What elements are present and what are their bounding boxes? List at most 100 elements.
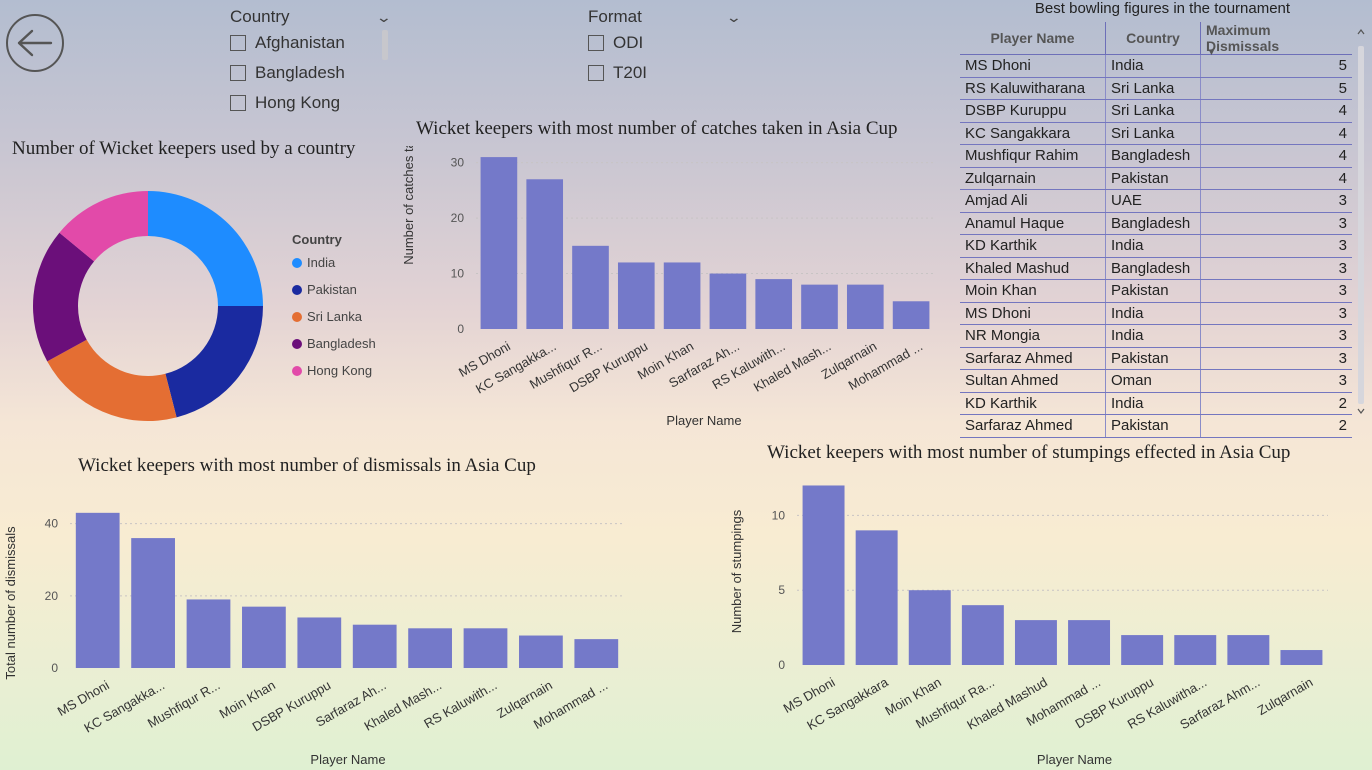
checkbox[interactable]: [588, 65, 604, 81]
player-cell: Zulqarnain: [960, 167, 1106, 190]
dismissals-cell: 3: [1200, 189, 1352, 213]
table-row[interactable]: MS Dhoni India 3: [960, 302, 1352, 325]
bar[interactable]: [846, 284, 884, 329]
legend-label: Bangladesh: [307, 336, 376, 351]
country-cell: Pakistan: [1105, 279, 1201, 303]
country-cell: Sri Lanka: [1105, 77, 1201, 100]
player-cell: KC Sangakkara: [960, 122, 1106, 145]
legend-dot: [292, 338, 302, 349]
x-axis-title: Player Name: [1037, 752, 1112, 767]
player-cell: NR Mongia: [960, 324, 1106, 348]
table-row[interactable]: NR Mongia India 3: [960, 324, 1352, 348]
column-header-label: Maximum Dismissals: [1206, 22, 1280, 54]
legend-item-bangladesh[interactable]: Bangladesh: [292, 330, 376, 357]
bar[interactable]: [1014, 620, 1057, 665]
bar[interactable]: [663, 262, 701, 329]
table-row[interactable]: Anamul Haque Bangladesh 3: [960, 212, 1352, 235]
checkbox[interactable]: [230, 95, 246, 111]
format-option-odi[interactable]: ODI: [588, 28, 740, 58]
legend-dot: [292, 311, 302, 322]
dismissals-cell: 4: [1200, 122, 1352, 145]
country-cell: Sri Lanka: [1105, 99, 1201, 123]
table-row[interactable]: MS Dhoni India 5: [960, 54, 1352, 78]
bar[interactable]: [572, 245, 609, 329]
back-button[interactable]: [6, 14, 64, 72]
table-row[interactable]: RS Kaluwitharana Sri Lanka 5: [960, 77, 1352, 100]
legend-item-pakistan[interactable]: Pakistan: [292, 276, 376, 303]
x-tick-label: Zulqarnain: [1255, 674, 1316, 718]
slicer-scrollbar[interactable]: [382, 30, 388, 60]
dismissals-cell: 3: [1200, 234, 1352, 258]
bar[interactable]: [519, 635, 563, 668]
table-row[interactable]: Sarfaraz Ahmed Pakistan 3: [960, 347, 1352, 370]
checkbox[interactable]: [588, 35, 604, 51]
donut-slice-hong-kong[interactable]: [59, 191, 148, 262]
y-tick-label: 20: [451, 211, 465, 225]
table-row[interactable]: DSBP Kuruppu Sri Lanka 4: [960, 99, 1352, 123]
option-label: ODI: [613, 33, 644, 52]
bar[interactable]: [961, 605, 1004, 665]
table-scrollbar[interactable]: [1356, 24, 1366, 419]
column-header-player[interactable]: Player Name: [960, 22, 1106, 55]
table-row[interactable]: KD Karthik India 2: [960, 392, 1352, 415]
bar[interactable]: [186, 599, 231, 668]
country-option-hong-kong[interactable]: Hong Kong: [230, 88, 380, 118]
country-option-afghanistan[interactable]: Afghanistan: [230, 28, 380, 58]
format-option-t20i[interactable]: T20I: [588, 58, 740, 88]
dismissals-cell: 2: [1200, 392, 1352, 415]
table-row[interactable]: KC Sangakkara Sri Lanka 4: [960, 122, 1352, 145]
legend-item-hong-kong[interactable]: Hong Kong: [292, 357, 376, 384]
donut-slice-pakistan[interactable]: [165, 306, 263, 418]
bar[interactable]: [352, 624, 397, 668]
bar[interactable]: [480, 157, 518, 329]
bar[interactable]: [574, 639, 619, 668]
bar[interactable]: [1174, 635, 1217, 665]
donut-slice-sri-lanka[interactable]: [47, 339, 177, 421]
bar[interactable]: [297, 617, 342, 668]
bar[interactable]: [801, 284, 838, 329]
bar[interactable]: [463, 628, 508, 668]
table-row[interactable]: Khaled Mashud Bangladesh 3: [960, 257, 1352, 280]
donut-slice-india[interactable]: [148, 191, 263, 306]
table-row[interactable]: Amjad Ali UAE 3: [960, 189, 1352, 213]
bar[interactable]: [892, 301, 930, 329]
table-row[interactable]: Sarfaraz Ahmed Pakistan 2: [960, 414, 1352, 438]
chevron-down-icon[interactable]: ⌄: [375, 8, 393, 25]
bar[interactable]: [408, 628, 452, 668]
bar[interactable]: [526, 179, 564, 329]
country-option-bangladesh[interactable]: Bangladesh: [230, 58, 380, 88]
legend-item-india[interactable]: India: [292, 249, 376, 276]
column-header-max-dismissals[interactable]: Maximum Dismissals ▼: [1200, 22, 1352, 57]
scroll-thumb: [1358, 46, 1364, 404]
table-row[interactable]: Mushfiqur Rahim Bangladesh 4: [960, 144, 1352, 168]
bar[interactable]: [802, 485, 845, 665]
bar[interactable]: [617, 262, 655, 329]
checkbox[interactable]: [230, 65, 246, 81]
bar[interactable]: [75, 512, 120, 668]
table-row[interactable]: KD Karthik India 3: [960, 234, 1352, 258]
bar[interactable]: [855, 530, 898, 665]
donut-chart: [33, 191, 263, 421]
column-header-country[interactable]: Country: [1105, 22, 1201, 55]
country-slicer-title: Country: [230, 7, 290, 26]
legend-label: India: [307, 255, 336, 270]
stumpings-chart-title: Wicket keepers with most number of stump…: [767, 442, 1291, 463]
bar[interactable]: [1121, 635, 1164, 665]
donut-slice-bangladesh[interactable]: [33, 232, 95, 362]
bar[interactable]: [709, 273, 747, 329]
checkbox[interactable]: [230, 35, 246, 51]
bar[interactable]: [755, 279, 793, 329]
bar[interactable]: [242, 606, 286, 668]
scroll-up-icon: [1357, 29, 1365, 35]
table-row[interactable]: Sultan Ahmed Oman 3: [960, 369, 1352, 393]
bar[interactable]: [1068, 620, 1111, 665]
bar[interactable]: [1280, 650, 1323, 665]
player-cell: RS Kaluwitharana: [960, 77, 1106, 100]
chevron-down-icon[interactable]: ⌄: [725, 8, 743, 25]
bar[interactable]: [908, 590, 951, 665]
bar[interactable]: [131, 538, 175, 668]
bar[interactable]: [1227, 635, 1270, 665]
table-row[interactable]: Moin Khan Pakistan 3: [960, 279, 1352, 303]
legend-item-sri-lanka[interactable]: Sri Lanka: [292, 303, 376, 330]
table-row[interactable]: Zulqarnain Pakistan 4: [960, 167, 1352, 190]
